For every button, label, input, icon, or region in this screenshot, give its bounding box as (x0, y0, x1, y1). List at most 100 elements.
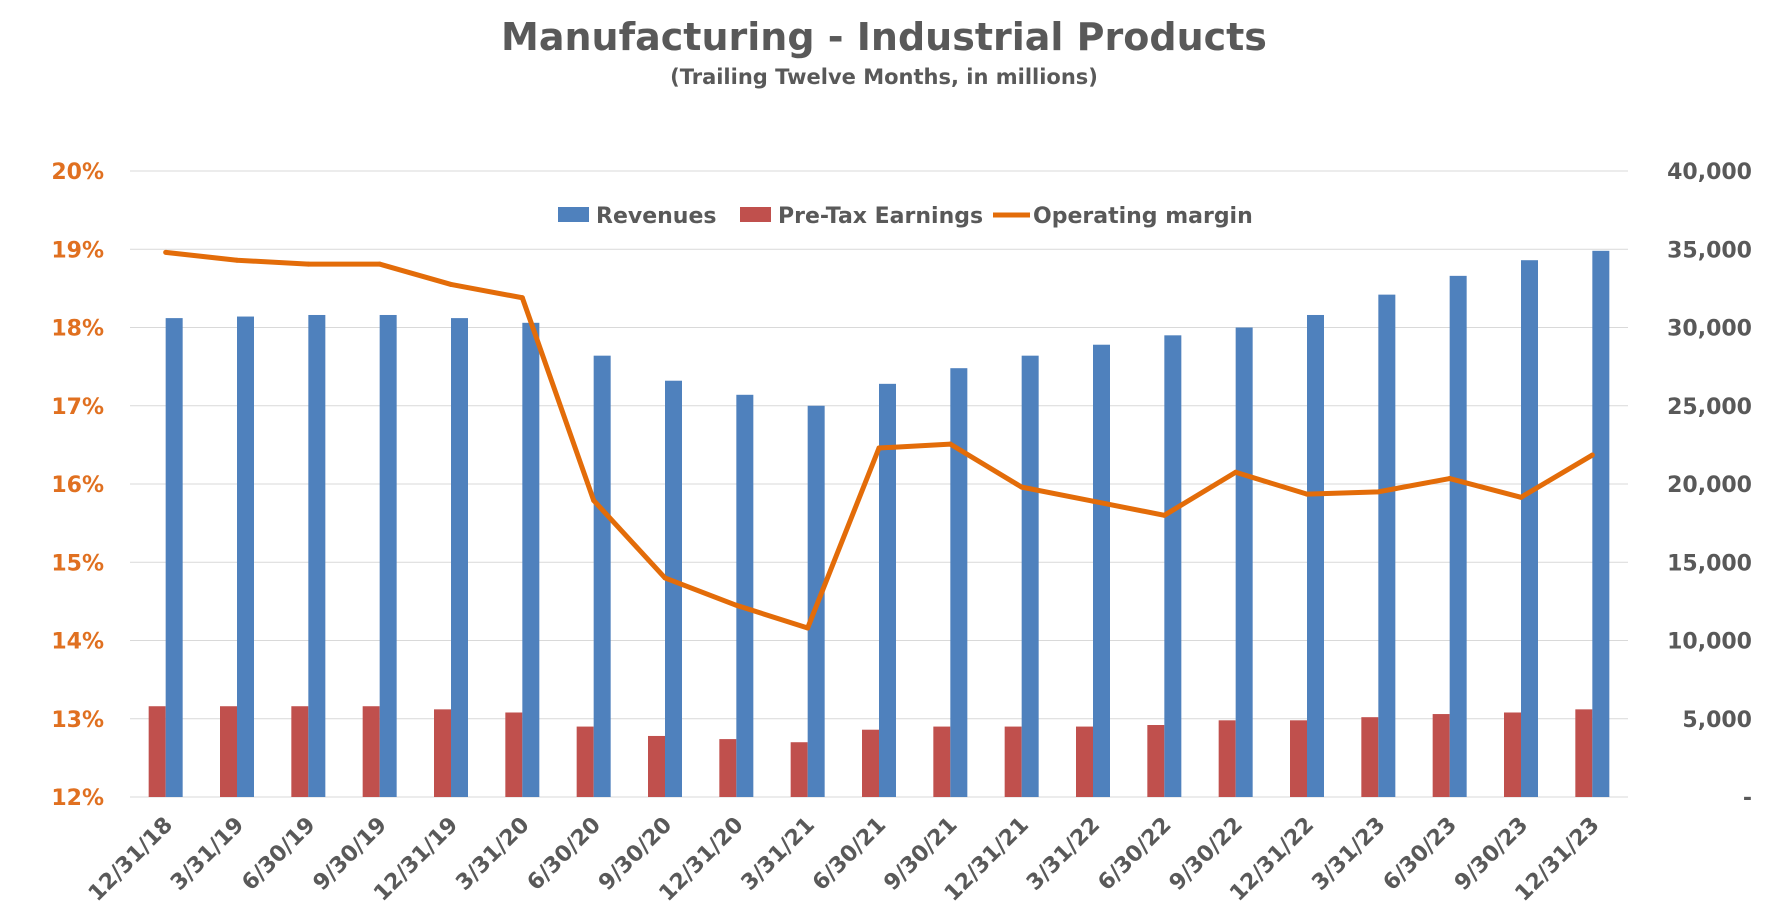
bar-revenues (1521, 260, 1538, 798)
point-operating-margin (1161, 512, 1167, 518)
point-operating-margin (1090, 498, 1096, 504)
left-tick-label: 13% (51, 708, 104, 733)
bar-pretax-earnings (576, 726, 594, 797)
point-operating-margin (1304, 491, 1310, 497)
bar-pretax-earnings (1432, 714, 1450, 797)
right-tick-label: 20,000 (1667, 473, 1752, 498)
right-tick-label: 40,000 (1667, 160, 1752, 185)
point-operating-margin (1019, 484, 1025, 490)
margin-line (163, 249, 1595, 631)
point-operating-margin (377, 261, 383, 267)
bar-pretax-earnings (1504, 712, 1521, 797)
bar-revenues (451, 318, 468, 797)
bar-revenues (237, 316, 254, 797)
point-operating-margin (1518, 494, 1524, 500)
bar-revenues (1235, 327, 1253, 797)
legend-swatch-revenues (558, 207, 589, 222)
point-operating-margin (1375, 489, 1381, 495)
bar-revenues (1378, 294, 1396, 797)
legend-label-margin: Operating margin (1033, 204, 1253, 229)
bar-pretax-earnings (1004, 726, 1022, 797)
bar-pretax-earnings (790, 742, 808, 797)
bar-revenues (379, 314, 397, 797)
x-tick-label: 6/30/19 (237, 813, 320, 896)
point-operating-margin (805, 625, 811, 631)
bar-revenues (165, 318, 183, 797)
right-tick-label: 30,000 (1667, 317, 1752, 342)
bar-revenues (1164, 335, 1182, 797)
bar-pretax-earnings (434, 709, 451, 797)
point-operating-margin (947, 441, 953, 447)
point-operating-margin (234, 257, 240, 263)
bars (148, 250, 1610, 798)
bar-revenues (736, 394, 754, 797)
right-axis-ticks: 40,000 35,000 30,000 25,000 20,000 15,000 10,0… (1667, 160, 1752, 811)
point-operating-margin (1447, 476, 1453, 482)
bar-revenues (522, 322, 540, 797)
bar-pretax-earnings (648, 735, 665, 797)
bar-pretax-earnings (862, 729, 879, 797)
bar-pretax-earnings (1575, 709, 1593, 797)
x-tick-label: 6/30/23 (1379, 813, 1462, 896)
right-tick-label: 25,000 (1667, 395, 1752, 420)
bar-pretax-earnings (719, 739, 737, 797)
bar-pretax-earnings (505, 712, 523, 797)
left-tick-label: 16% (51, 473, 104, 498)
x-tick-label: 3/31/20 (451, 813, 534, 896)
bar-pretax-earnings (1076, 726, 1093, 797)
bar-pretax-earnings (291, 706, 309, 797)
bar-revenues (593, 355, 611, 797)
right-tick-label: 5,000 (1682, 708, 1752, 733)
left-tick-label: 18% (51, 317, 104, 342)
x-tick-label: 3/31/21 (737, 813, 820, 896)
point-operating-margin (448, 281, 454, 287)
x-tick-label: 6/30/20 (523, 813, 606, 896)
bar-revenues (1021, 355, 1039, 797)
right-tick-label: 10,000 (1667, 630, 1752, 655)
bar-pretax-earnings (933, 726, 951, 797)
legend-label-pretax: Pre-Tax Earnings (778, 204, 983, 229)
right-tick-label: 35,000 (1667, 238, 1752, 263)
legend-swatch-pretax (740, 207, 771, 222)
bar-revenues (1592, 250, 1610, 797)
left-tick-label: 20% (51, 160, 104, 185)
right-tick-label: 15,000 (1667, 551, 1752, 576)
bar-pretax-earnings (1218, 720, 1236, 797)
point-operating-margin (519, 295, 525, 301)
bar-pretax-earnings (148, 706, 166, 797)
x-tick-label: 6/30/21 (808, 813, 891, 896)
point-operating-margin (662, 575, 668, 581)
x-tick-label: 3/31/19 (166, 813, 249, 896)
x-tick-label: 3/31/23 (1307, 813, 1390, 896)
bar-revenues (879, 383, 896, 797)
point-operating-margin (733, 602, 739, 608)
point-operating-margin (163, 249, 169, 255)
legend-label-revenues: Revenues (596, 204, 716, 229)
chart-title: Manufacturing - Industrial Products (501, 15, 1267, 59)
legend: Revenues Pre-Tax Earnings Operating marg… (558, 204, 1253, 229)
left-tick-label: 12% (51, 786, 104, 811)
bar-revenues (1449, 275, 1467, 798)
bar-pretax-earnings (220, 706, 237, 797)
bar-revenues (950, 368, 968, 797)
bar-pretax-earnings (1147, 725, 1165, 797)
x-tick-label: 3/31/22 (1022, 813, 1105, 896)
left-tick-label: 15% (51, 551, 104, 576)
bar-revenues (1307, 314, 1324, 797)
point-operating-margin (305, 261, 311, 267)
bar-pretax-earnings (1361, 717, 1379, 797)
bar-revenues (1093, 344, 1110, 797)
bar-revenues (308, 314, 326, 797)
point-operating-margin (876, 445, 882, 451)
bar-pretax-earnings (1290, 720, 1307, 797)
point-operating-margin (591, 497, 597, 503)
point-operating-margin (1589, 452, 1595, 458)
left-tick-label: 17% (51, 395, 104, 420)
x-axis-ticks: 12/31/183/31/196/30/199/30/1912/31/193/3… (84, 813, 1605, 907)
chart-subtitle: (Trailing Twelve Months, in millions) (670, 65, 1098, 89)
point-operating-margin (1233, 469, 1239, 475)
right-tick-label: - (1743, 786, 1752, 811)
left-axis-ticks: 20% 19% 18% 17% 16% 15% 14% 13% 12% (51, 160, 104, 811)
x-tick-label: 6/30/22 (1093, 813, 1176, 896)
